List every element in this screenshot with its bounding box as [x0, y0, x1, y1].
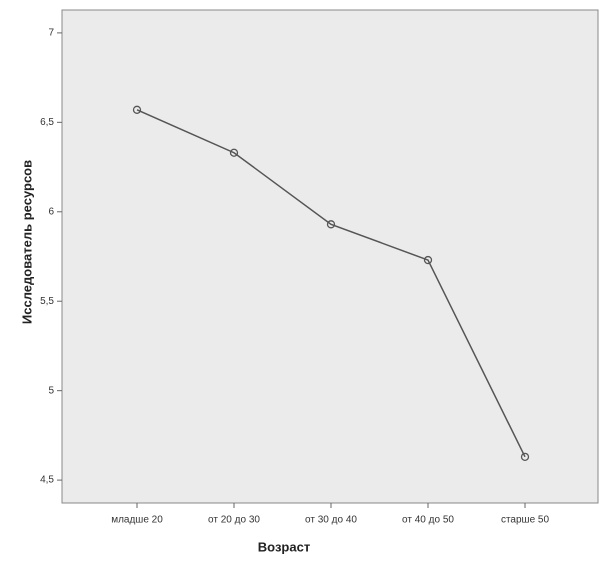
point	[423, 255, 433, 265]
y-tick-label: 4,5	[40, 475, 54, 486]
x-tick-label: от 30 до 40	[305, 515, 357, 526]
y-tick-label: 5	[48, 385, 54, 396]
x-tick-label: старше 50	[501, 515, 550, 526]
point	[132, 105, 142, 114]
y-axis-title: Исследователь ресурсов	[19, 160, 34, 324]
y-tick-label: 6,5	[40, 117, 54, 128]
x-tick-label: младше 20	[111, 515, 163, 526]
plot-area	[61, 9, 599, 504]
y-tick-label: 7	[48, 28, 54, 39]
point	[326, 220, 336, 229]
point	[229, 148, 239, 157]
x-tick-label: от 40 до 50	[402, 515, 454, 526]
y-tick-label: 6	[48, 206, 54, 217]
y-tick-label: 5,5	[40, 296, 54, 307]
x-tick-label: от 20 до 30	[208, 515, 260, 526]
x-axis-title: Возраст	[258, 539, 310, 554]
line	[136, 109, 526, 458]
point	[520, 452, 530, 461]
